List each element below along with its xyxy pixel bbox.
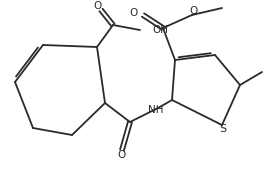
Text: O: O — [130, 8, 138, 18]
Text: O: O — [93, 1, 101, 11]
Text: O: O — [117, 150, 125, 160]
Text: S: S — [219, 124, 227, 134]
Text: NH: NH — [148, 105, 164, 115]
Text: OH: OH — [152, 25, 168, 35]
Text: O: O — [190, 6, 198, 16]
